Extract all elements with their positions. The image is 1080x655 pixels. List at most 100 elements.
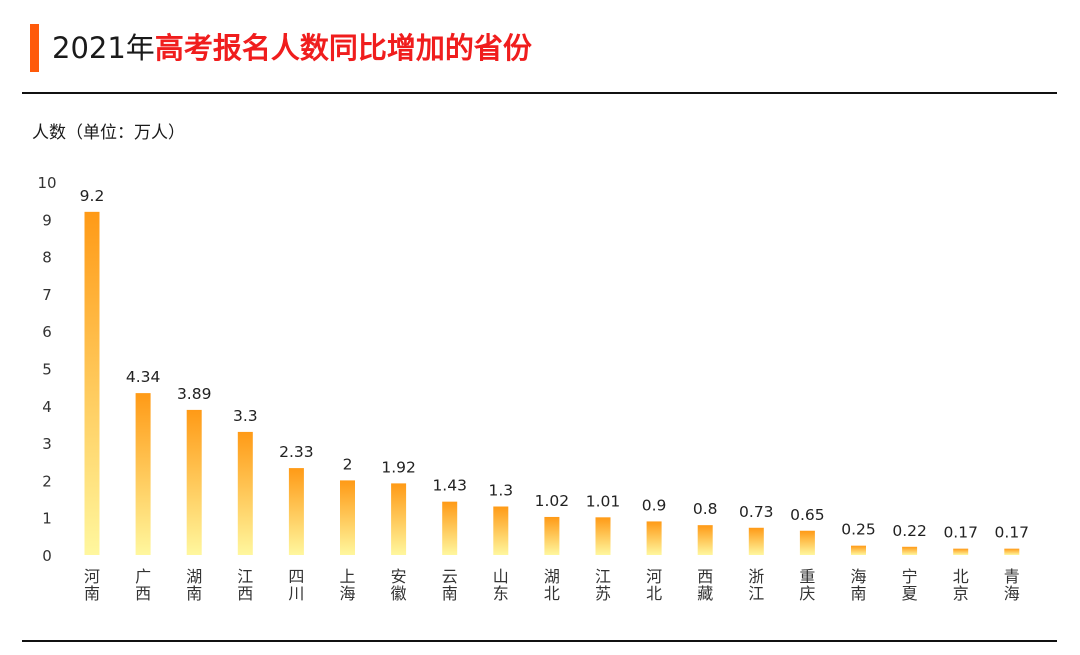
data-label: 0.8 bbox=[693, 500, 718, 518]
x-tick-label: 重庆 bbox=[799, 567, 815, 603]
x-tick-char: 海 bbox=[339, 584, 355, 603]
bar bbox=[493, 506, 509, 555]
x-tick-char: 庆 bbox=[799, 584, 815, 603]
y-tick-label: 7 bbox=[42, 286, 52, 304]
x-tick-char: 苏 bbox=[595, 584, 611, 603]
x-tick-char: 南 bbox=[850, 584, 866, 603]
x-tick-char: 浙 bbox=[748, 567, 764, 586]
x-tick-label: 广西 bbox=[135, 567, 151, 603]
x-tick-label: 四川 bbox=[288, 567, 304, 603]
bar bbox=[544, 516, 560, 555]
bar bbox=[902, 546, 918, 555]
x-tick-char: 安 bbox=[391, 567, 407, 586]
bar bbox=[186, 409, 202, 555]
x-tick-char: 湖 bbox=[186, 567, 202, 586]
page-title: 2021年高考报名人数同比增加的省份 bbox=[52, 28, 532, 68]
x-tick-label: 西藏 bbox=[697, 567, 713, 603]
x-tick-char: 东 bbox=[493, 584, 509, 603]
x-tick-label: 北京 bbox=[953, 567, 969, 603]
data-label: 1.3 bbox=[488, 482, 513, 500]
x-tick-char: 北 bbox=[646, 584, 662, 603]
x-tick-label: 上海 bbox=[339, 567, 355, 603]
y-axis-label: 人数（单位：万人） bbox=[32, 123, 185, 143]
y-tick-label: 2 bbox=[42, 472, 52, 490]
top-divider bbox=[22, 92, 1057, 94]
title-prefix: 2021年 bbox=[52, 31, 155, 65]
x-tick-char: 南 bbox=[84, 584, 100, 603]
x-tick-char: 北 bbox=[953, 567, 969, 586]
x-tick-char: 重 bbox=[799, 567, 815, 586]
data-label: 1.43 bbox=[432, 477, 467, 495]
data-label: 0.17 bbox=[995, 524, 1030, 542]
x-tick-label: 湖南 bbox=[186, 567, 202, 603]
data-label: 1.01 bbox=[586, 492, 621, 510]
x-tick-char: 湖 bbox=[544, 567, 560, 586]
bar bbox=[697, 525, 713, 555]
bar bbox=[288, 468, 304, 555]
x-tick-char: 江 bbox=[237, 567, 253, 586]
bar bbox=[442, 501, 458, 555]
y-tick-label: 9 bbox=[42, 211, 52, 229]
bar bbox=[135, 393, 151, 555]
x-tick-label: 安徽 bbox=[391, 567, 407, 603]
data-label: 3.89 bbox=[177, 385, 212, 403]
bar bbox=[237, 431, 253, 555]
bar bbox=[1004, 548, 1020, 555]
x-tick-char: 广 bbox=[135, 567, 151, 586]
x-tick-char: 河 bbox=[84, 567, 100, 586]
x-tick-char: 西 bbox=[135, 584, 151, 603]
x-tick-char: 江 bbox=[595, 567, 611, 586]
data-label: 0.17 bbox=[943, 524, 978, 542]
x-tick-char: 山 bbox=[493, 567, 509, 586]
x-tick-char: 藏 bbox=[697, 584, 713, 603]
x-tick-char: 海 bbox=[1004, 584, 1020, 603]
bar bbox=[646, 521, 662, 555]
x-tick-label: 山东 bbox=[493, 567, 509, 603]
bar bbox=[84, 211, 100, 555]
title-highlight: 高考报名人数同比增加的省份 bbox=[154, 31, 532, 65]
data-label: 2.33 bbox=[279, 443, 314, 461]
data-label: 3.3 bbox=[233, 407, 258, 425]
y-tick-label: 4 bbox=[42, 398, 52, 416]
x-tick-label: 河北 bbox=[646, 567, 662, 603]
data-label: 1.92 bbox=[381, 458, 416, 476]
data-label: 0.65 bbox=[790, 506, 825, 524]
bar bbox=[595, 517, 611, 555]
bar bbox=[748, 527, 764, 555]
title-accent-bar bbox=[30, 24, 39, 72]
x-tick-label: 宁夏 bbox=[902, 567, 918, 603]
x-tick-label: 青海 bbox=[1004, 567, 1020, 603]
x-tick-char: 四 bbox=[288, 567, 304, 586]
x-tick-label: 江苏 bbox=[595, 567, 611, 603]
x-tick-char: 云 bbox=[442, 567, 458, 586]
x-tick-char: 南 bbox=[186, 584, 202, 603]
x-tick-char: 夏 bbox=[902, 584, 918, 603]
data-label: 2 bbox=[343, 455, 353, 473]
data-label: 1.02 bbox=[535, 492, 570, 510]
y-tick-label: 3 bbox=[42, 435, 52, 453]
x-tick-char: 青 bbox=[1004, 567, 1020, 586]
bar bbox=[799, 530, 815, 555]
x-tick-char: 西 bbox=[697, 567, 713, 586]
y-tick-label: 1 bbox=[42, 510, 52, 528]
y-tick-label: 6 bbox=[42, 323, 52, 341]
bar bbox=[340, 480, 355, 555]
bottom-divider bbox=[22, 640, 1057, 642]
x-tick-char: 上 bbox=[339, 567, 355, 586]
data-label: 9.2 bbox=[80, 187, 105, 205]
bar bbox=[391, 483, 407, 555]
data-label: 0.9 bbox=[642, 496, 667, 514]
x-tick-char: 西 bbox=[237, 584, 253, 603]
data-label: 0.22 bbox=[892, 522, 927, 540]
x-tick-char: 江 bbox=[748, 584, 764, 603]
x-tick-label: 江西 bbox=[237, 567, 253, 603]
y-tick-label: 5 bbox=[42, 361, 52, 379]
y-tick-label: 0 bbox=[42, 547, 52, 565]
x-tick-char: 宁 bbox=[902, 567, 918, 586]
data-label: 4.34 bbox=[126, 368, 161, 386]
y-tick-label: 10 bbox=[37, 174, 56, 192]
x-tick-label: 河南 bbox=[84, 567, 100, 603]
bar bbox=[953, 548, 969, 555]
y-tick-label: 8 bbox=[42, 249, 52, 267]
